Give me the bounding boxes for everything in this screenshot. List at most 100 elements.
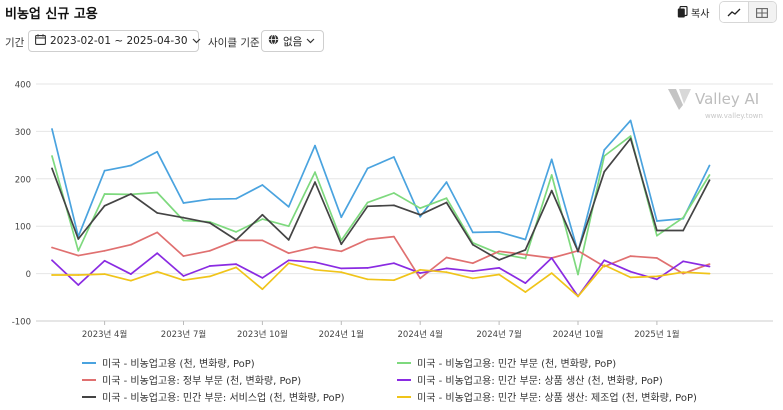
legend-item[interactable]: 미국 - 비농업고용: 민간 부문: 상품 생산 (천, 변화량, PoP) <box>397 372 663 387</box>
cycle-dropdown[interactable]: 없음 <box>261 30 324 52</box>
data-point <box>393 262 395 265</box>
data-point <box>577 250 579 253</box>
data-point <box>629 270 632 273</box>
series-1 <box>51 135 711 276</box>
copy-button[interactable]: 복사 <box>677 4 709 20</box>
data-point <box>629 135 632 138</box>
data-point <box>340 271 343 274</box>
legend-label: 미국 - 비농업고용: 민간 부문: 상품 생산: 제조업 (천, 변화량, P… <box>417 393 697 404</box>
data-point <box>340 250 343 253</box>
series-2 <box>51 231 711 280</box>
legend-swatch <box>397 395 411 398</box>
data-point <box>51 274 53 276</box>
line-chart-icon <box>727 3 741 22</box>
data-point <box>629 255 632 257</box>
data-point <box>261 288 264 291</box>
data-point <box>340 216 343 219</box>
data-point <box>235 231 238 233</box>
series-3 <box>51 252 711 298</box>
data-point <box>287 259 290 262</box>
data-point <box>445 201 448 204</box>
data-point <box>182 219 185 222</box>
legend-item[interactable]: 미국 - 비농업고용: 민간 부문: 상품 생산: 제조업 (천, 변화량, P… <box>397 389 697 404</box>
data-point <box>182 202 185 204</box>
period-value: 2023-02-01 ~ 2025-04-30 <box>50 35 188 47</box>
data-point <box>77 274 80 276</box>
data-point <box>51 155 53 157</box>
data-point <box>498 250 500 253</box>
filter-bar: 기간 2023-02-01 ~ 2025-04-30 사이클 기준 없음 <box>0 29 783 55</box>
y-tick-label: 200 <box>15 175 31 185</box>
data-point <box>156 270 159 273</box>
data-point <box>208 198 211 201</box>
data-point <box>314 246 316 249</box>
data-point <box>314 268 316 271</box>
x-tick-label: 2023년 7월 <box>161 329 206 340</box>
legend: 미국 - 비농업고용 (천, 변화량, PoP) 미국 - 비농업고용: 민간 부… <box>0 352 783 410</box>
legend-item[interactable]: 미국 - 비농업고용: 민간 부문 (천, 변화량, PoP) <box>397 355 616 370</box>
data-point <box>708 164 711 167</box>
cycle-value: 없음 <box>283 35 303 48</box>
data-point <box>419 207 422 210</box>
data-point <box>550 174 553 176</box>
data-point <box>603 155 606 157</box>
series-line[interactable] <box>51 137 711 261</box>
data-point <box>471 270 474 273</box>
data-point <box>156 191 159 194</box>
data-point <box>445 271 448 274</box>
data-point <box>550 272 553 274</box>
data-point <box>419 215 422 218</box>
chevron-down-icon <box>306 35 315 47</box>
table-view-button[interactable] <box>748 2 776 22</box>
header: 비농업 신규 고용 복사 <box>0 0 783 26</box>
data-point <box>287 205 290 208</box>
legend-item[interactable]: 미국 - 비농업고용 (천, 변화량, PoP) <box>82 355 255 370</box>
data-point <box>629 276 632 279</box>
data-point <box>340 267 343 270</box>
data-point <box>366 201 369 204</box>
data-point <box>524 257 527 260</box>
series-lines <box>51 119 711 298</box>
data-point <box>682 216 685 219</box>
data-point <box>287 262 290 265</box>
data-point <box>471 277 474 280</box>
series-line[interactable] <box>51 119 711 253</box>
chevron-down-icon <box>192 35 201 47</box>
data-point <box>682 229 685 232</box>
data-point <box>103 204 106 207</box>
data-point <box>366 205 369 208</box>
data-point <box>340 243 343 246</box>
data-point <box>603 170 606 173</box>
data-point <box>577 295 579 298</box>
data-point <box>498 267 500 269</box>
page-title: 비농업 신규 고용 <box>5 7 98 22</box>
data-point <box>366 278 369 281</box>
data-point <box>208 265 211 267</box>
line-view-button[interactable] <box>720 2 749 22</box>
legend-swatch <box>82 395 96 398</box>
data-point <box>445 256 448 259</box>
data-point <box>182 279 185 282</box>
legend-item[interactable]: 미국 - 비농업고용: 민간 부문: 서비스업 (천, 변화량, PoP) <box>82 389 345 404</box>
series-line[interactable] <box>51 252 710 298</box>
data-point <box>261 184 264 186</box>
series-line[interactable] <box>51 231 710 280</box>
data-point <box>445 197 448 200</box>
data-point <box>366 238 369 241</box>
data-point <box>235 266 238 269</box>
legend-swatch <box>397 361 411 364</box>
data-point <box>235 263 238 265</box>
data-point <box>550 189 553 192</box>
data-point <box>182 255 185 257</box>
legend-label: 미국 - 비농업고용: 민간 부문 (천, 변화량, PoP) <box>417 359 617 370</box>
data-point <box>498 231 500 233</box>
series-line[interactable] <box>51 135 711 276</box>
series-line[interactable] <box>52 262 710 298</box>
y-tick-label: 0 <box>26 270 31 280</box>
data-point <box>603 149 606 151</box>
legend-item[interactable]: 미국 - 비농업고용: 정부 부문 (천, 변화량, PoP) <box>82 372 301 387</box>
data-point <box>550 257 553 259</box>
legend-swatch <box>82 361 96 364</box>
y-axis: -100 0 100 200 300 400 <box>12 81 31 328</box>
period-dropdown[interactable]: 2023-02-01 ~ 2025-04-30 <box>28 30 201 52</box>
